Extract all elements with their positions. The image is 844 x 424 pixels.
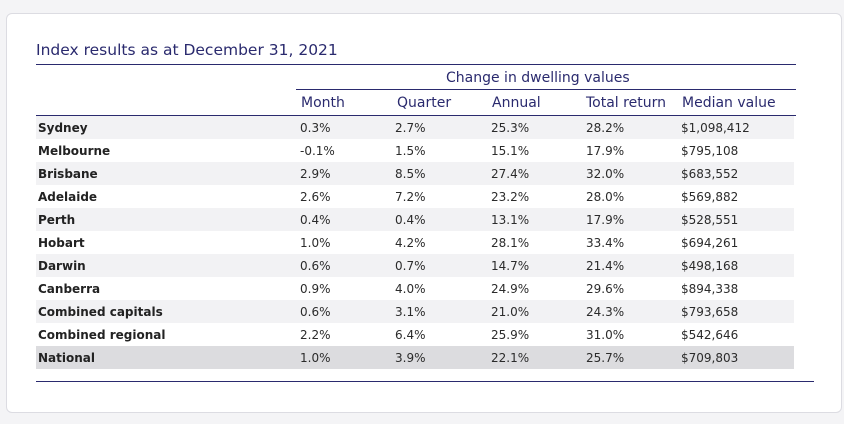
cell-total: 28.2% <box>586 121 625 135</box>
cell-total: 24.3% <box>586 305 625 319</box>
cell-quarter: 2.7% <box>395 121 426 135</box>
cell-quarter: 8.5% <box>395 167 426 181</box>
column-header-month: Month <box>301 95 345 111</box>
column-header-total-return: Total return <box>586 95 666 111</box>
cell-median: $542,646 <box>681 328 739 342</box>
cell-median: $569,882 <box>681 190 739 204</box>
cell-annual: 22.1% <box>491 351 530 365</box>
table-row: Brisbane 2.9% 8.5% 27.4% 32.0% $683,552 <box>36 162 794 185</box>
cell-annual: 14.7% <box>491 259 530 273</box>
cell-median: $528,551 <box>681 213 739 227</box>
cell-total: 33.4% <box>586 236 625 250</box>
cell-month: 0.6% <box>300 305 331 319</box>
cell-month: 2.9% <box>300 167 331 181</box>
cell-quarter: 4.2% <box>395 236 426 250</box>
table-body: Sydney 0.3% 2.7% 25.3% 28.2% $1,098,412 Melbou… <box>36 116 794 369</box>
row-label: National <box>38 351 95 365</box>
cell-quarter: 6.4% <box>395 328 426 342</box>
cell-median: $683,552 <box>681 167 739 181</box>
column-header-median-value: Median value <box>682 95 776 111</box>
cell-total: 29.6% <box>586 282 625 296</box>
cell-month: 0.6% <box>300 259 331 273</box>
table-title: Index results as at December 31, 2021 <box>36 41 338 59</box>
cell-month: 0.9% <box>300 282 331 296</box>
table-row: Sydney 0.3% 2.7% 25.3% 28.2% $1,098,412 <box>36 116 794 139</box>
cell-total: 31.0% <box>586 328 625 342</box>
cell-month: 0.3% <box>300 121 331 135</box>
cell-total: 25.7% <box>586 351 625 365</box>
cell-median: $1,098,412 <box>681 121 750 135</box>
cell-annual: 27.4% <box>491 167 530 181</box>
cell-month: 0.4% <box>300 213 331 227</box>
table-row: Hobart 1.0% 4.2% 28.1% 33.4% $694,261 <box>36 231 794 254</box>
cell-annual: 15.1% <box>491 144 530 158</box>
row-label: Sydney <box>38 121 88 135</box>
cell-month: 2.2% <box>300 328 331 342</box>
header-rule <box>36 115 796 116</box>
cell-annual: 23.2% <box>491 190 530 204</box>
column-header-annual: Annual <box>492 95 541 111</box>
title-rule <box>36 64 796 65</box>
cell-quarter: 3.9% <box>395 351 426 365</box>
table-row: Melbourne -0.1% 1.5% 15.1% 17.9% $795,108 <box>36 139 794 162</box>
cell-quarter: 4.0% <box>395 282 426 296</box>
cell-annual: 25.3% <box>491 121 530 135</box>
cell-month: 1.0% <box>300 351 331 365</box>
table-row: Adelaide 2.6% 7.2% 23.2% 28.0% $569,882 <box>36 185 794 208</box>
cell-total: 17.9% <box>586 144 625 158</box>
cell-annual: 24.9% <box>491 282 530 296</box>
cell-median: $894,338 <box>681 282 739 296</box>
row-label: Hobart <box>38 236 85 250</box>
cell-total: 32.0% <box>586 167 625 181</box>
table-row: National 1.0% 3.9% 22.1% 25.7% $709,803 <box>36 346 794 369</box>
cell-month: 2.6% <box>300 190 331 204</box>
row-label: Brisbane <box>38 167 98 181</box>
cell-annual: 25.9% <box>491 328 530 342</box>
row-label: Perth <box>38 213 76 227</box>
group-header-rule <box>296 89 796 90</box>
table-row: Combined capitals 0.6% 3.1% 21.0% 24.3% $793,… <box>36 300 794 323</box>
cell-median: $793,658 <box>681 305 739 319</box>
cell-quarter: 0.7% <box>395 259 426 273</box>
cell-quarter: 7.2% <box>395 190 426 204</box>
row-label: Canberra <box>38 282 101 296</box>
row-label: Darwin <box>38 259 86 273</box>
table-row: Canberra 0.9% 4.0% 24.9% 29.6% $894,338 <box>36 277 794 300</box>
cell-total: 21.4% <box>586 259 625 273</box>
cell-quarter: 3.1% <box>395 305 426 319</box>
cell-total: 17.9% <box>586 213 625 227</box>
cell-total: 28.0% <box>586 190 625 204</box>
cell-quarter: 0.4% <box>395 213 426 227</box>
cell-median: $498,168 <box>681 259 739 273</box>
cell-annual: 21.0% <box>491 305 530 319</box>
cell-month: -0.1% <box>300 144 335 158</box>
row-label: Melbourne <box>38 144 111 158</box>
cell-median: $795,108 <box>681 144 739 158</box>
bottom-rule <box>36 381 814 382</box>
column-header-quarter: Quarter <box>397 95 452 111</box>
row-label: Combined capitals <box>38 305 163 319</box>
row-label: Combined regional <box>38 328 166 342</box>
row-label: Adelaide <box>38 190 98 204</box>
cell-annual: 28.1% <box>491 236 530 250</box>
table-row: Darwin 0.6% 0.7% 14.7% 21.4% $498,168 <box>36 254 794 277</box>
cell-month: 1.0% <box>300 236 331 250</box>
table-row: Combined regional 2.2% 6.4% 25.9% 31.0% $542,… <box>36 323 794 346</box>
group-header: Change in dwelling values <box>446 70 630 86</box>
cell-median: $709,803 <box>681 351 739 365</box>
cell-annual: 13.1% <box>491 213 530 227</box>
cell-median: $694,261 <box>681 236 739 250</box>
cell-quarter: 1.5% <box>395 144 426 158</box>
table-row: Perth 0.4% 0.4% 13.1% 17.9% $528,551 <box>36 208 794 231</box>
